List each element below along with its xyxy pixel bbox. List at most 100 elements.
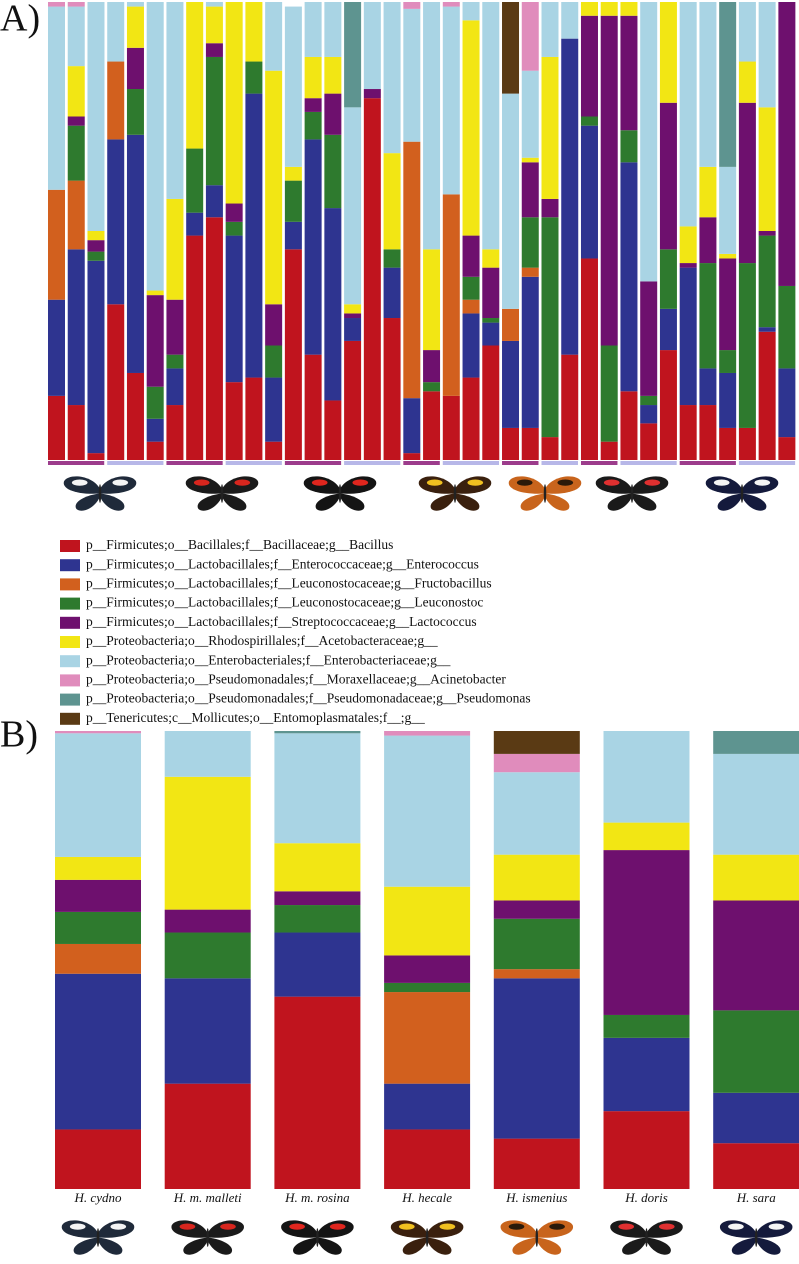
bar-segment	[758, 327, 776, 332]
butterfly-icon	[610, 1220, 683, 1255]
bar-segment	[55, 943, 141, 974]
bar-segment	[274, 733, 361, 844]
bar-segment	[462, 20, 480, 236]
bar-segment	[48, 395, 65, 460]
bar-segment	[738, 2, 756, 62]
wing	[315, 493, 340, 511]
group-bar	[738, 461, 796, 465]
bar-segment	[48, 1, 65, 7]
bar-segment	[284, 249, 302, 460]
bar-segment	[699, 368, 717, 406]
legend-swatch	[60, 693, 80, 706]
bar-segment	[679, 405, 697, 460]
bar-segment	[384, 1083, 471, 1130]
bar-segment	[166, 198, 184, 300]
bar-segment	[541, 56, 559, 199]
bar-segment	[493, 918, 580, 970]
bar-segment	[126, 47, 144, 90]
bar-segment	[67, 2, 85, 7]
bar-segment	[719, 372, 737, 428]
bar-segment	[324, 56, 342, 94]
bar-segment	[738, 102, 756, 264]
wing	[520, 493, 545, 511]
bar-segment	[502, 2, 520, 94]
bar-segment	[67, 249, 85, 406]
panel-label: B)	[0, 714, 38, 756]
bar-segment	[87, 240, 105, 252]
body	[220, 484, 224, 503]
legend-label: p__Firmicutes;o__Lactobacillales;f__Leuc…	[86, 575, 492, 590]
bar-segment	[304, 354, 322, 460]
wing	[317, 1237, 342, 1255]
bar-segment	[384, 735, 471, 887]
category-label: H. m. rosina	[284, 1190, 350, 1205]
bar-segment	[225, 235, 243, 383]
bar-segment	[521, 1, 539, 71]
bar-segment	[679, 226, 697, 264]
wing-patch	[329, 1223, 346, 1230]
bar-segment	[442, 6, 460, 195]
bar-segment	[502, 427, 520, 460]
butterfly-icon	[185, 476, 259, 511]
bar-segment	[205, 6, 223, 44]
bar-segment	[699, 2, 717, 167]
bar-segment	[55, 973, 141, 1130]
bar-segment	[146, 418, 164, 442]
wing-patch	[549, 1223, 565, 1230]
wing-patch	[112, 479, 129, 486]
bar-segment	[265, 70, 283, 305]
bar-segment	[245, 61, 263, 94]
wing	[632, 493, 657, 511]
bar-segment	[274, 996, 361, 1189]
bar-segment	[600, 441, 618, 460]
bar-segment	[284, 221, 302, 250]
bar-segment	[482, 267, 500, 319]
bar-segment	[344, 2, 362, 108]
bar-segment	[640, 395, 658, 406]
bar-segment	[719, 258, 737, 351]
bar-segment	[164, 978, 251, 1084]
bar-segment	[738, 61, 756, 103]
bar-segment	[659, 308, 677, 351]
panel-label: A)	[0, 0, 40, 40]
bar-segment	[541, 217, 559, 438]
bar-segment	[205, 217, 223, 460]
bar-segment	[225, 382, 243, 460]
bar-segment	[713, 1143, 799, 1189]
legend-label: p__Proteobacteria;o__Rhodospirillales;f_…	[86, 633, 438, 648]
bar-segment	[462, 313, 480, 378]
bar-segment	[383, 153, 401, 250]
bar-segment	[344, 107, 362, 305]
bar-segment	[403, 2, 421, 9]
group-bar	[541, 461, 578, 465]
bar-segment	[383, 267, 401, 319]
bar-segment	[423, 350, 441, 383]
wing-patch	[516, 479, 533, 486]
bar-segment	[146, 386, 164, 419]
bar-segment	[384, 1129, 471, 1189]
bar-segment	[580, 258, 598, 460]
wing	[455, 493, 480, 511]
butterfly-icon	[303, 476, 377, 511]
bar-segment	[344, 340, 362, 460]
bar-segment	[126, 372, 144, 460]
group-bar	[679, 461, 736, 465]
body	[754, 1228, 758, 1247]
bar-segment	[205, 43, 223, 57]
bar-segment	[521, 276, 539, 428]
bar-segment	[205, 56, 223, 186]
wing-patch	[289, 1223, 305, 1230]
wing-patch	[399, 1223, 415, 1230]
bar-segment	[166, 2, 184, 199]
legend-swatch	[60, 674, 80, 687]
bar-segment	[245, 377, 263, 460]
bar-segment	[164, 731, 251, 777]
wing-patch	[179, 1223, 196, 1230]
bar-segment	[304, 98, 322, 112]
bar-segment	[521, 267, 539, 277]
bar-segment	[324, 93, 342, 135]
bar-segment	[603, 1014, 690, 1038]
bar-segment	[580, 15, 598, 117]
bar-segment	[778, 2, 796, 286]
